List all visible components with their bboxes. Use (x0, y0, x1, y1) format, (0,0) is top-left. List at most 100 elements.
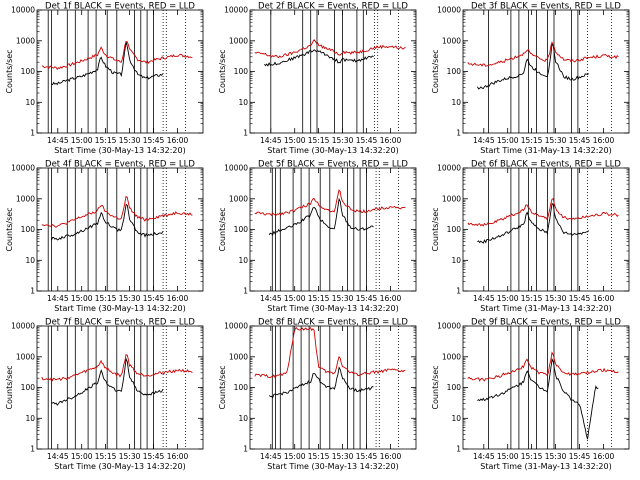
x-tick-label: 15:00 (497, 452, 519, 461)
x-tick-label: 15:15 (521, 136, 543, 145)
x-tick-label: 16:00 (593, 294, 615, 303)
chart-title: Det 7f BLACK = Events, RED = LLD (45, 318, 195, 328)
y-tick-label: 1 (30, 129, 35, 138)
x-tick-label: 15:45 (356, 452, 378, 461)
y-axis-label: Counts/sec (431, 365, 440, 409)
y-tick-label: 1000 (442, 352, 461, 361)
lld-series-line (41, 40, 193, 70)
x-tick-label: 15:15 (521, 452, 543, 461)
y-tick-label: 10000 (11, 6, 35, 15)
chart-title: Det 9f BLACK = Events, RED = LLD (471, 318, 621, 328)
y-tick-label: 1 (243, 445, 248, 454)
y-tick-label: 10 (238, 98, 248, 107)
x-tick-label: 15:00 (284, 136, 306, 145)
x-tick-label: 16:00 (380, 294, 402, 303)
x-tick-label: 14:45 (260, 294, 282, 303)
x-axis-label: Start Time (31-May-13 14:32:20) (480, 146, 611, 155)
x-tick-label: 14:45 (473, 452, 495, 461)
y-axis-label: Counts/sec (218, 365, 227, 409)
chart-title: Det 8f BLACK = Events, RED = LLD (258, 318, 408, 328)
y-tick-label: 1000 (16, 36, 35, 45)
lld-series-line (467, 351, 619, 382)
x-axis-label: Start Time (31-May-13 14:32:20) (480, 462, 611, 471)
x-axis-label: Start Time (30-May-13 14:32:20) (54, 462, 185, 471)
y-tick-label: 10 (451, 414, 461, 423)
x-tick-label: 15:45 (569, 136, 591, 145)
x-tick-label: 16:00 (167, 452, 189, 461)
lld-series-line (41, 354, 193, 382)
x-tick-label: 16:00 (593, 136, 615, 145)
x-tick-label: 14:45 (260, 452, 282, 461)
x-tick-label: 15:00 (497, 294, 519, 303)
chart-title: Det 6f BLACK = Events, RED = LLD (471, 160, 621, 170)
y-tick-label: 10000 (224, 322, 248, 331)
chart-title: Det 5f BLACK = Events, RED = LLD (258, 160, 408, 170)
plot-frame (462, 325, 630, 450)
x-tick-label: 14:45 (47, 136, 69, 145)
x-tick-label: 15:15 (308, 452, 330, 461)
y-axis-label: Counts/sec (218, 49, 227, 93)
lld-series-line (254, 39, 406, 59)
x-tick-label: 15:00 (71, 452, 93, 461)
chart-panel-2: 1 10 100 1000 10000 14:45 15:00 15:15 15:30 15:45… (218, 2, 417, 155)
chart-title: Det 3f BLACK = Events, RED = LLD (471, 2, 621, 12)
y-axis-label: Counts/sec (5, 49, 14, 93)
lld-series-line (254, 326, 406, 379)
y-tick-label: 100 (447, 67, 462, 76)
lld-series-line (467, 198, 619, 227)
x-tick-label: 15:30 (119, 136, 141, 145)
y-tick-label: 10 (451, 256, 461, 265)
x-tick-label: 15:45 (143, 452, 165, 461)
y-tick-label: 1 (456, 445, 461, 454)
y-axis-label: Counts/sec (218, 207, 227, 251)
y-tick-label: 1000 (229, 36, 248, 45)
plot-frame (36, 9, 204, 134)
y-tick-label: 100 (234, 225, 249, 234)
events-series-line (50, 203, 164, 241)
chart-title: Det 1f BLACK = Events, RED = LLD (45, 2, 195, 12)
y-axis-label: Counts/sec (431, 207, 440, 251)
x-tick-label: 15:00 (71, 136, 93, 145)
y-tick-label: 10000 (437, 322, 461, 331)
y-tick-label: 10 (25, 256, 35, 265)
events-series-line (51, 357, 164, 406)
chart-panel-6: 1 10 100 1000 10000 14:45 15:00 15:15 15:30 15:45… (431, 160, 630, 313)
y-tick-label: 100 (21, 383, 36, 392)
x-tick-label: 15:30 (545, 136, 567, 145)
y-tick-label: 100 (447, 225, 462, 234)
x-tick-label: 14:45 (260, 136, 282, 145)
x-axis-label: Start Time (30-May-13 14:32:20) (54, 304, 185, 313)
y-tick-label: 10000 (437, 164, 461, 173)
lld-series-line (467, 41, 619, 67)
x-tick-label: 15:15 (95, 136, 117, 145)
events-series-line (268, 197, 374, 236)
plot-frame (249, 167, 417, 292)
x-tick-label: 15:30 (119, 452, 141, 461)
x-tick-label: 14:45 (47, 294, 69, 303)
x-tick-label: 15:30 (332, 294, 354, 303)
x-tick-label: 15:15 (95, 294, 117, 303)
x-tick-label: 15:00 (497, 136, 519, 145)
x-tick-label: 15:00 (284, 452, 306, 461)
x-tick-label: 15:30 (545, 452, 567, 461)
x-tick-label: 15:45 (569, 452, 591, 461)
events-series-line (51, 41, 164, 86)
events-series-line (477, 41, 590, 90)
y-axis-label: Counts/sec (5, 207, 14, 251)
y-tick-label: 100 (21, 225, 36, 234)
x-tick-label: 14:45 (47, 452, 69, 461)
y-tick-label: 10 (451, 98, 461, 107)
x-tick-label: 14:45 (473, 294, 495, 303)
x-tick-label: 15:45 (569, 294, 591, 303)
chart-title: Det 4f BLACK = Events, RED = LLD (45, 160, 195, 170)
y-tick-label: 10000 (11, 322, 35, 331)
y-axis-label: Counts/sec (5, 365, 14, 409)
x-tick-label: 16:00 (380, 136, 402, 145)
chart-panel-7: 1 10 100 1000 10000 14:45 15:00 15:15 15:30 15:45… (5, 318, 204, 471)
events-series-line (268, 366, 374, 399)
x-tick-label: 15:45 (143, 294, 165, 303)
plot-frame (462, 167, 630, 292)
y-tick-label: 1000 (229, 352, 248, 361)
y-tick-label: 1000 (229, 194, 248, 203)
